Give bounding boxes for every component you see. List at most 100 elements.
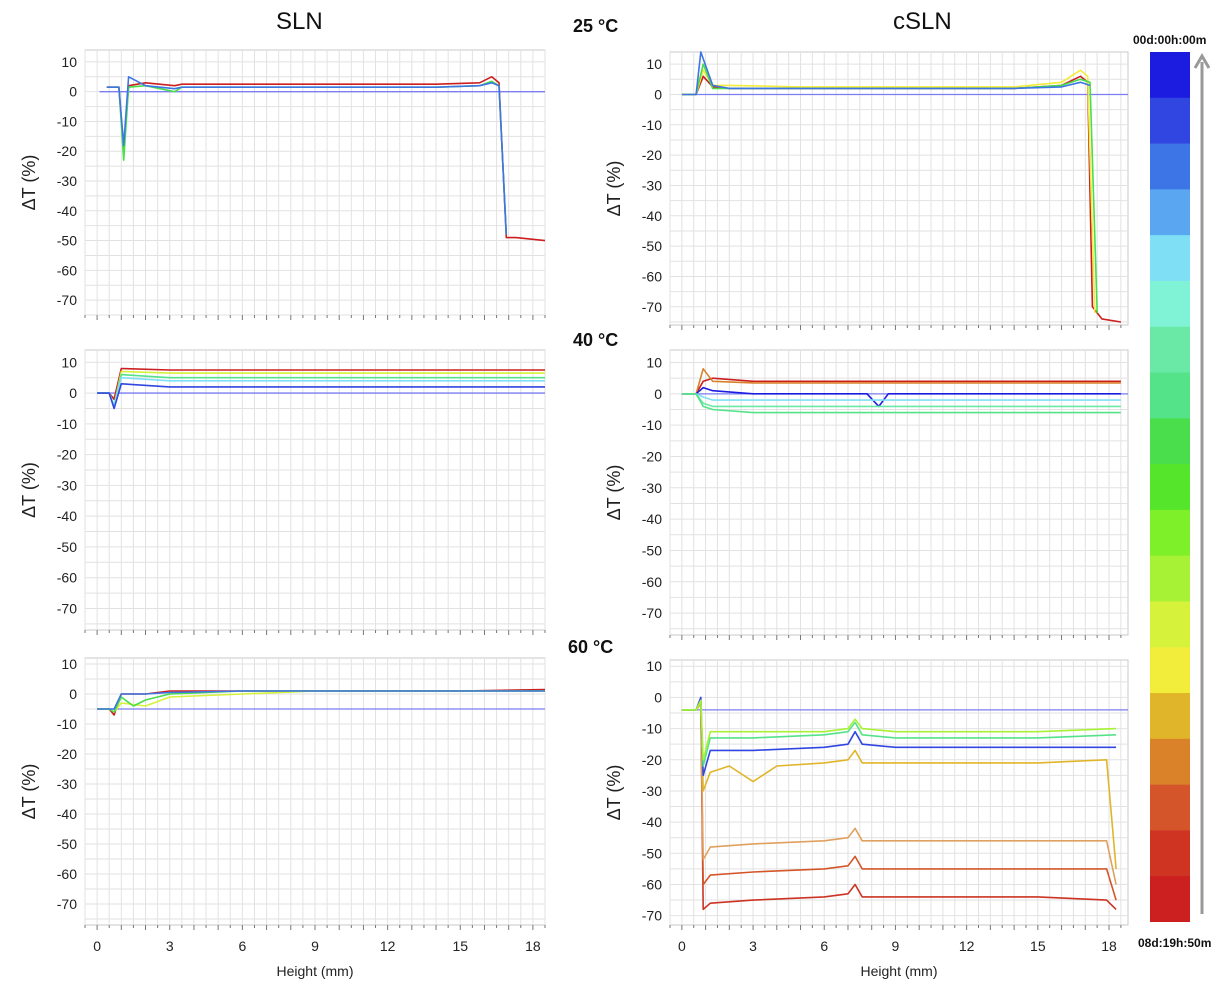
legend-color-block bbox=[1150, 876, 1190, 923]
y-tick-label: -60 bbox=[642, 876, 662, 892]
y-tick-label: -20 bbox=[642, 448, 662, 464]
y-tick-label: 10 bbox=[61, 354, 77, 370]
y-tick-label: -60 bbox=[57, 570, 77, 586]
legend-color-block bbox=[1150, 52, 1190, 99]
y-tick-label: -60 bbox=[57, 262, 77, 278]
series-line bbox=[681, 699, 1117, 761]
y-tick-label: 0 bbox=[654, 86, 662, 102]
chart-panel-sln-60: 10 0 -10 -20 -30 -40 -50 -60 -70 ΔT (%) 0 3 6 9 12 15 18… bbox=[8, 655, 556, 985]
y-tick-label: -40 bbox=[57, 203, 77, 219]
legend-color-block bbox=[1150, 784, 1190, 832]
chart-panel-csln-40: 10 0 -10 -20 -30 -40 -50 -60 -70 ΔT (%) bbox=[590, 347, 1136, 640]
y-tick-label: -20 bbox=[57, 143, 77, 159]
legend-color-block bbox=[1150, 693, 1190, 740]
y-tick-label: -40 bbox=[642, 208, 662, 224]
column-title-csln: cSLN bbox=[893, 8, 952, 35]
x-tick-label: 6 bbox=[820, 938, 828, 954]
x-tick-label: 9 bbox=[311, 938, 319, 954]
y-tick-label: -10 bbox=[57, 716, 77, 732]
series-line bbox=[681, 367, 1121, 395]
y-tick-label: -70 bbox=[642, 299, 662, 315]
y-tick-label: -10 bbox=[642, 117, 662, 133]
series-line bbox=[106, 75, 508, 235]
y-tick-label: -70 bbox=[642, 605, 662, 621]
x-axis-label: Height (mm) bbox=[276, 963, 353, 979]
plot-frame bbox=[669, 51, 1129, 326]
y-tick-label: -60 bbox=[642, 574, 662, 590]
legend-color-block bbox=[1150, 738, 1190, 786]
series-line bbox=[681, 377, 1121, 395]
y-tick-label: -20 bbox=[57, 447, 77, 463]
y-tick-label: -50 bbox=[57, 233, 77, 249]
x-tick-label: 18 bbox=[1101, 938, 1117, 954]
series-line bbox=[681, 51, 1091, 96]
y-tick-label: -70 bbox=[57, 600, 77, 616]
plot-frame bbox=[669, 659, 1129, 926]
y-axis-label: ΔT (%) bbox=[604, 161, 624, 217]
y-tick-label: -30 bbox=[57, 477, 77, 493]
y-tick-label: -70 bbox=[642, 908, 662, 924]
x-tick-label: 15 bbox=[452, 938, 468, 954]
y-axis-label: ΔT (%) bbox=[604, 765, 624, 821]
x-tick-label: 15 bbox=[1030, 938, 1046, 954]
x-tick-label: 12 bbox=[380, 938, 396, 954]
y-tick-label: -30 bbox=[57, 776, 77, 792]
time-color-legend bbox=[1150, 52, 1190, 923]
y-axis-label: ΔT (%) bbox=[19, 462, 39, 518]
y-tick-label: -10 bbox=[57, 416, 77, 432]
legend-color-block bbox=[1150, 830, 1190, 877]
x-tick-label: 9 bbox=[892, 938, 900, 954]
y-tick-label: 0 bbox=[654, 386, 662, 402]
series-line bbox=[681, 392, 1121, 414]
legend-color-block bbox=[1150, 418, 1190, 465]
y-tick-label: -60 bbox=[57, 866, 77, 882]
y-tick-label: -20 bbox=[57, 746, 77, 762]
series-line bbox=[681, 392, 1121, 401]
legend-color-block bbox=[1150, 235, 1190, 282]
legend-color-block bbox=[1150, 555, 1190, 603]
x-tick-label: 0 bbox=[93, 938, 101, 954]
legend-color-block bbox=[1150, 647, 1190, 694]
y-tick-label: 10 bbox=[646, 56, 662, 72]
legend-color-block bbox=[1150, 464, 1190, 511]
legend-color-block bbox=[1150, 372, 1190, 419]
series-line bbox=[681, 386, 1121, 408]
x-tick-label: 6 bbox=[238, 938, 246, 954]
y-tick-label: -70 bbox=[57, 896, 77, 912]
series-line bbox=[97, 382, 545, 410]
y-tick-label: 10 bbox=[61, 54, 77, 70]
legend-color-block bbox=[1150, 509, 1190, 557]
x-axis-label: Height (mm) bbox=[860, 963, 937, 979]
y-tick-label: -30 bbox=[642, 783, 662, 799]
y-tick-label: -20 bbox=[642, 752, 662, 768]
y-tick-label: -50 bbox=[642, 542, 662, 558]
series-line bbox=[97, 690, 545, 710]
y-axis-label: ΔT (%) bbox=[19, 764, 39, 820]
y-axis-label: ΔT (%) bbox=[604, 465, 624, 521]
legend-color-block bbox=[1150, 189, 1190, 236]
legend-color-block bbox=[1150, 601, 1190, 648]
y-tick-label: -10 bbox=[642, 721, 662, 737]
y-tick-label: -40 bbox=[642, 511, 662, 527]
y-tick-label: -70 bbox=[57, 292, 77, 308]
y-tick-label: -50 bbox=[642, 238, 662, 254]
y-tick-label: -40 bbox=[57, 806, 77, 822]
temperature-label-25: 25 °C bbox=[573, 16, 619, 36]
series-line bbox=[97, 367, 545, 401]
y-tick-label: -40 bbox=[642, 814, 662, 830]
x-tick-label: 3 bbox=[166, 938, 174, 954]
y-tick-label: -10 bbox=[57, 113, 77, 129]
legend-end-time: 08d:19h:50m bbox=[1138, 936, 1212, 950]
y-tick-label: -50 bbox=[642, 845, 662, 861]
chart-panel-csln-60: 10 0 -10 -20 -30 -40 -50 -60 -70 ΔT (%) 0 3 6 9 12 15 18… bbox=[590, 655, 1136, 985]
y-tick-label: -50 bbox=[57, 539, 77, 555]
y-tick-label: 10 bbox=[61, 656, 77, 672]
y-tick-label: 10 bbox=[646, 355, 662, 371]
y-tick-label: 0 bbox=[69, 385, 77, 401]
x-tick-label: 12 bbox=[959, 938, 975, 954]
y-tick-label: 0 bbox=[654, 689, 662, 705]
y-tick-label: -60 bbox=[642, 268, 662, 284]
temperature-label-60: 60 °C bbox=[568, 637, 614, 657]
chart-panel-csln-25: 10 0 -10 -20 -30 -40 -50 -60 -70 ΔT (%) bbox=[590, 47, 1136, 330]
legend-start-time: 00d:00h:00m bbox=[1133, 33, 1207, 47]
